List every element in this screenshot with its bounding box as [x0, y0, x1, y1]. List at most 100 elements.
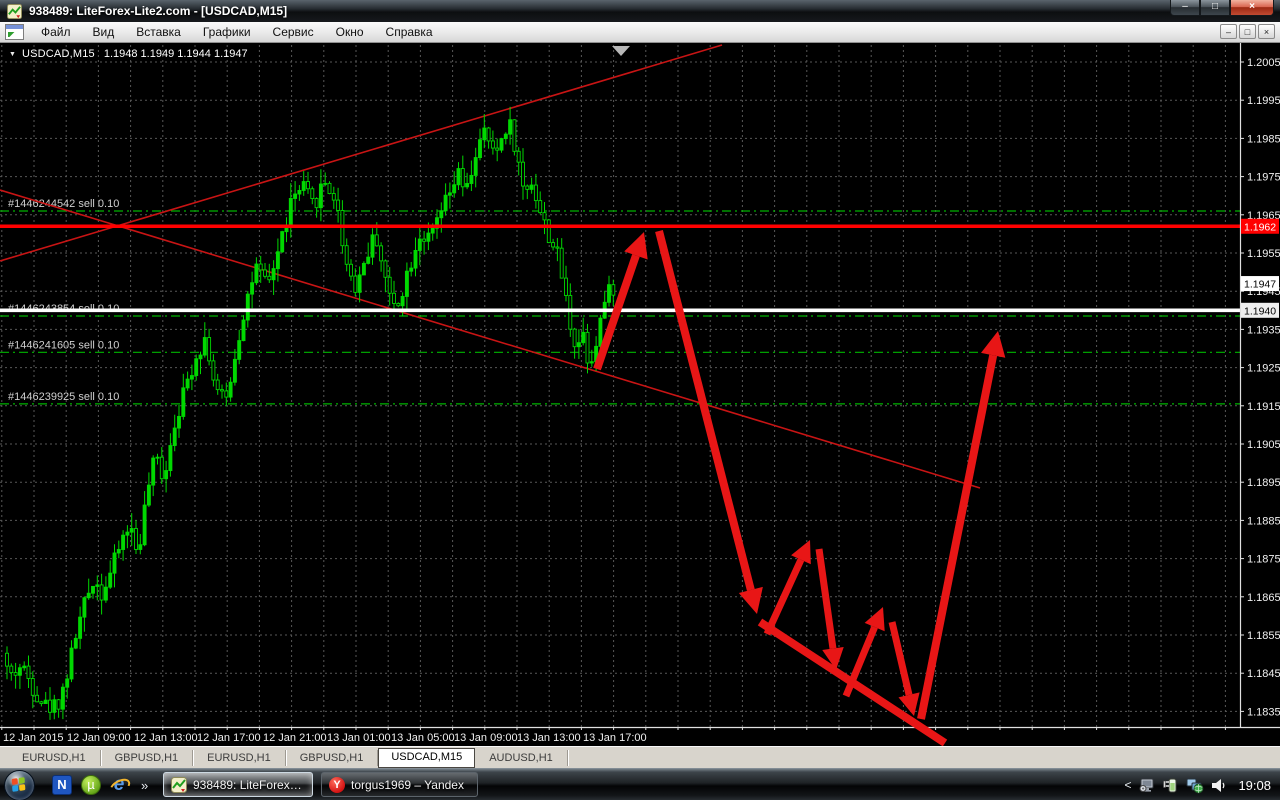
price-badge-value: 1.1940: [1244, 305, 1276, 317]
price-axis-label: 1.1975: [1247, 172, 1280, 184]
price-chart[interactable]: #1446244542 sell 0.10#1446243854 sell 0.…: [0, 0, 1280, 746]
annotation-arrows: [593, 230, 1006, 746]
price-axis-label: 1.1905: [1247, 439, 1280, 451]
time-axis-label: 12 Jan 21:00: [263, 732, 327, 744]
chart-dropdown-icon[interactable]: ▼: [9, 50, 16, 58]
chart-shift-marker-icon: [612, 46, 630, 56]
menu-tools[interactable]: Сервис: [272, 25, 314, 39]
price-axis-label: 1.1935: [1247, 324, 1280, 336]
mdi-restore-button[interactable]: □: [1239, 24, 1256, 39]
price-axis: 1.20051.19951.19851.19751.19651.19551.19…: [0, 42, 1280, 729]
price-axis-label: 1.1865: [1247, 592, 1280, 604]
close-button[interactable]: ×: [1230, 0, 1274, 16]
chart-tab-bar: EURUSD,H1 GBPUSD,H1 EURUSD,H1 GBPUSD,H1 …: [0, 746, 1280, 768]
price-axis-label: 1.1985: [1247, 133, 1280, 145]
arrow-line[interactable]: [842, 625, 878, 698]
arrow-line[interactable]: [815, 548, 837, 649]
price-axis-label: 1.1955: [1247, 248, 1280, 260]
menu-bar: Файл Вид Вставка Графики Сервис Окно Спр…: [0, 22, 1280, 43]
speaker-icon[interactable]: [1211, 777, 1227, 794]
tab-eurusd-h1-2[interactable]: EURUSD,H1: [193, 749, 286, 766]
menu-file[interactable]: Файл: [41, 25, 71, 39]
arrow-line[interactable]: [593, 254, 640, 371]
trendline[interactable]: [0, 189, 981, 489]
price-axis-label: 1.1925: [1247, 363, 1280, 375]
menu-insert[interactable]: Вставка: [136, 25, 181, 39]
arrow-head[interactable]: [898, 692, 920, 716]
chart-window: #1446244542 sell 0.10#1446243854 sell 0.…: [0, 0, 1280, 746]
tab-gbpusd-h1[interactable]: GBPUSD,H1: [101, 749, 194, 766]
metatrader-window-icon: [7, 3, 22, 19]
chart-quote-label[interactable]: ▼ USDCAD,M15 1.1948 1.1949 1.1944 1.1947: [9, 48, 248, 60]
price-badge: [1241, 218, 1279, 234]
price-axis-label: 1.1845: [1247, 668, 1280, 680]
time-axis-label: 13 Jan 17:00: [583, 732, 647, 744]
display-icon[interactable]: [1138, 777, 1155, 794]
restore-button[interactable]: □: [1200, 0, 1230, 16]
grid: [0, 45, 1240, 727]
chart-ohlc-values: 1.1948 1.1949 1.1944 1.1947: [103, 48, 248, 60]
tab-audusd-h1[interactable]: AUDUSD,H1: [475, 749, 568, 766]
taskbar-button-metatrader[interactable]: 938489: LiteForex-Lit...: [163, 772, 313, 797]
arrow-head[interactable]: [864, 607, 885, 632]
time-axis-label: 12 Jan 17:00: [197, 732, 261, 744]
price-badge: [1241, 302, 1279, 318]
chart-document-icon[interactable]: [5, 24, 24, 40]
taskbar-button-label: torgus1969 – Yandex: [351, 777, 464, 792]
power-plug-icon[interactable]: [1162, 777, 1179, 794]
menu-view[interactable]: Вид: [92, 25, 115, 39]
quick-launch-overflow-chevron[interactable]: »: [141, 777, 149, 793]
mdi-minimize-button[interactable]: –: [1220, 24, 1237, 39]
window-controls: – □ ×: [1170, 0, 1274, 16]
tab-usdcad-m15[interactable]: USDCAD,M15: [378, 747, 476, 768]
order-label: #1446241605 sell 0.10: [8, 339, 119, 351]
time-axis-label: 13 Jan 13:00: [517, 732, 581, 744]
arrow-line[interactable]: [763, 558, 805, 636]
arrow-head[interactable]: [981, 331, 1006, 358]
internet-explorer-icon[interactable]: e: [110, 775, 128, 794]
taskbar-clock[interactable]: 19:08: [1238, 777, 1271, 793]
metatrader-icon: [171, 776, 187, 793]
price-axis-label: 1.1915: [1247, 401, 1280, 413]
price-axis-label: 1.1875: [1247, 554, 1280, 566]
arrow-head[interactable]: [738, 586, 763, 614]
window-title: 938489: LiteForex-Lite2.com - [USDCAD,M1…: [29, 4, 288, 18]
time-axis-label: 13 Jan 09:00: [454, 732, 518, 744]
price-badge: [1241, 276, 1279, 292]
menu-window[interactable]: Окно: [335, 25, 364, 39]
utorrent-icon[interactable]: µ: [81, 775, 101, 795]
menu-help[interactable]: Справка: [385, 25, 433, 39]
price-axis-label: 1.1995: [1247, 95, 1280, 107]
menu-charts[interactable]: Графики: [202, 25, 251, 39]
taskbar-button-label: 938489: LiteForex-Lit...: [193, 777, 305, 792]
price-axis-label: 1.2005: [1247, 57, 1280, 69]
arrow-line[interactable]: [917, 354, 998, 720]
candles: [5, 106, 616, 720]
arrow-head[interactable]: [624, 232, 648, 260]
arrow-head[interactable]: [791, 540, 811, 565]
taskbar-button-yandex[interactable]: Y torgus1969 – Yandex: [321, 772, 478, 797]
yandex-icon: Y: [329, 776, 345, 793]
mdi-close-button[interactable]: ×: [1258, 24, 1275, 39]
time-axis-label: 13 Jan 05:00: [391, 732, 455, 744]
title-bar[interactable]: 938489: LiteForex-Lite2.com - [USDCAD,M1…: [0, 0, 1280, 22]
tab-gbpusd-h1-2[interactable]: GBPUSD,H1: [286, 749, 379, 766]
price-badge-value: 1.1962: [1244, 221, 1276, 233]
chart-background: [0, 42, 1280, 746]
start-button[interactable]: [4, 770, 35, 800]
tab-eurusd-h1[interactable]: EURUSD,H1: [8, 749, 101, 766]
windows-logo-icon: [11, 777, 26, 792]
price-axis-label: 1.1835: [1247, 706, 1280, 718]
taskbar: N µ e » 938489: LiteForex-Lit... Y torgu…: [0, 768, 1280, 800]
price-axis-label: 1.1885: [1247, 515, 1280, 527]
network-icon[interactable]: [1186, 777, 1204, 794]
arrow-line[interactable]: [888, 621, 913, 696]
tray-expand-chevron[interactable]: <: [1124, 778, 1132, 792]
arrow-line[interactable]: [655, 230, 755, 591]
time-axis-label: 12 Jan 2015: [3, 732, 64, 744]
notepad-n-icon[interactable]: N: [52, 775, 72, 795]
time-axis-label: 13 Jan 01:00: [327, 732, 391, 744]
arrow-head[interactable]: [822, 647, 844, 670]
minimize-button[interactable]: –: [1170, 0, 1200, 16]
